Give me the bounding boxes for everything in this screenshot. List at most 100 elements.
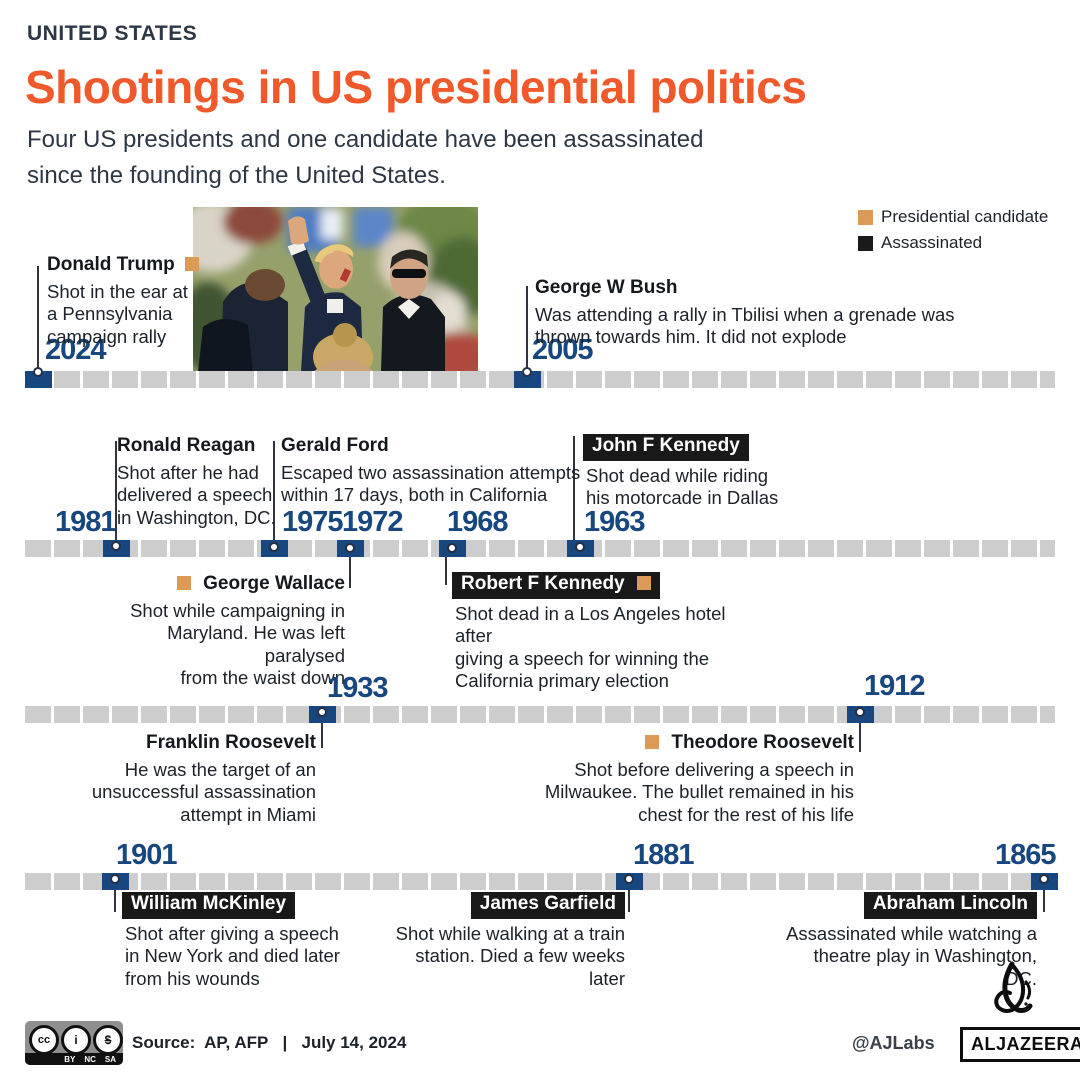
year-1963: 1963 — [584, 506, 646, 538]
event-description: Was attending a rally in Tbilisi when a … — [535, 304, 955, 349]
event-name: Donald Trump — [47, 253, 222, 277]
event-description: Shot dead while riding his motorcade in … — [583, 465, 833, 510]
event-name-text: George Wallace — [203, 573, 345, 594]
desc-line: Shot while campaigning in — [130, 599, 345, 621]
dot-2005 — [522, 367, 532, 377]
event-description: Shot before delivering a speech in Milwa… — [524, 759, 854, 827]
event-name-text: William McKinley — [131, 893, 287, 914]
event-description: Escaped two assassination attempts withi… — [281, 462, 581, 507]
timeline-bar-row3 — [25, 706, 1055, 723]
marker-2005 — [514, 371, 541, 388]
subtitle-line-1: Four US presidents and one candidate hav… — [27, 126, 704, 153]
aljazeera-flame-icon — [982, 960, 1044, 1022]
source-separator: | — [282, 1033, 288, 1052]
year-1975: 1975 — [282, 506, 344, 538]
event-name-box: William McKinley — [122, 892, 296, 919]
event-gerald-ford: Gerald Ford Escaped two assassination at… — [281, 434, 581, 507]
connector-1981 — [115, 441, 117, 540]
connector-1975 — [273, 441, 275, 540]
event-name-text: Donald Trump — [47, 254, 175, 275]
desc-line: from his wounds — [125, 967, 260, 989]
desc-line: in New York and died later — [125, 945, 340, 967]
event-name-text: John F Kennedy — [592, 435, 740, 456]
event-name-text: Robert F Kennedy — [461, 573, 625, 594]
desc-line: chest for the rest of his life — [638, 803, 854, 825]
desc-line: He was the target of an — [124, 758, 316, 780]
event-description: Shot in the ear at a Pennsylvania campai… — [47, 281, 222, 349]
desc-line: from the waist down — [180, 667, 345, 689]
candidate-square-icon — [645, 735, 660, 749]
event-donald-trump: Donald Trump Shot in the ear at a Pennsy… — [47, 253, 222, 348]
candidate-square-icon — [176, 576, 191, 590]
timeline-bar-row4 — [25, 873, 1055, 890]
connector-1968 — [445, 557, 447, 585]
event-john-f-kennedy: John F Kennedy Shot dead while riding hi… — [583, 434, 833, 510]
event-description: Shot after giving a speech in New York a… — [122, 923, 382, 991]
cc-nc-label: NC — [84, 1054, 96, 1064]
event-name: George W Bush — [535, 277, 678, 298]
cc-strip: BY NC SA — [25, 1053, 123, 1065]
subtitle-line-2: since the founding of the United States. — [27, 162, 446, 189]
event-name-box: Robert F Kennedy — [452, 572, 660, 599]
event-name-box: James Garfield — [470, 892, 625, 919]
year-1912: 1912 — [864, 670, 926, 702]
candidate-swatch-icon — [858, 209, 873, 225]
desc-line: Shot dead while riding — [586, 464, 769, 486]
year-1933: 1933 — [327, 672, 389, 704]
desc-line: Shot after giving a speech — [125, 922, 339, 944]
desc-line: Shot while walking at a train — [395, 922, 625, 944]
year-1972: 1972 — [342, 506, 404, 538]
candidate-square-icon — [185, 257, 200, 271]
dot-1972 — [345, 543, 355, 553]
cc-icons: cc i $ ↻ — [29, 1025, 123, 1055]
dot-1912 — [855, 707, 865, 717]
desc-line: his motorcade in Dallas — [586, 487, 779, 509]
desc-line: unsuccessful assassination — [91, 781, 316, 803]
trump-rally-photo-illustration — [173, 197, 498, 382]
event-description: He was the target of an unsuccessful ass… — [26, 759, 316, 827]
dot-1881 — [624, 874, 634, 884]
desc-line: delivered a speech — [117, 484, 273, 506]
desc-line: Maryland. He was left paralysed — [167, 622, 345, 666]
source-line: Source: AP, AFP | July 14, 2024 — [132, 1033, 406, 1053]
year-1881: 1881 — [633, 839, 695, 871]
year-1981: 1981 — [55, 506, 117, 538]
connector-1963 — [573, 436, 575, 540]
connector-1972 — [349, 557, 351, 588]
desc-line: Was attending a rally in Tbilisi when a … — [535, 303, 955, 325]
desc-line: thrown towards him. It did not explode — [535, 326, 847, 348]
dot-1963 — [575, 542, 585, 552]
desc-line: campaign rally — [47, 325, 167, 347]
dot-1933 — [317, 707, 327, 717]
aljazeera-logo: ALJAZEERA — [960, 1027, 1080, 1062]
event-abraham-lincoln: Abraham Lincoln Assassinated while watch… — [777, 892, 1037, 990]
connector-1881 — [628, 890, 630, 912]
trump-rally-photo — [173, 197, 498, 382]
desc-line: a Pennsylvania — [47, 303, 173, 325]
candidate-square-icon — [636, 576, 651, 590]
event-franklin-roosevelt: Franklin Roosevelt He was the target of … — [26, 731, 316, 826]
desc-line: Milwaukee. The bullet remained in his — [544, 781, 854, 803]
cc-sa-label: SA — [104, 1054, 116, 1064]
event-theodore-roosevelt: Theodore Roosevelt Shot before deliverin… — [524, 731, 854, 826]
connector-2005 — [526, 286, 528, 371]
event-name: George Wallace — [85, 572, 345, 596]
desc-line: Assassinated while watching a — [786, 922, 1037, 944]
assassinated-swatch-icon — [858, 235, 873, 251]
year-1968: 1968 — [447, 506, 509, 538]
event-name-text: Theodore Roosevelt — [671, 732, 854, 753]
year-1901: 1901 — [116, 839, 178, 871]
event-name-text: James Garfield — [479, 893, 616, 914]
dot-2024 — [33, 367, 43, 377]
event-name-box: John F Kennedy — [583, 434, 749, 461]
connector-2024 — [37, 266, 39, 371]
year-2005: 2005 — [532, 334, 594, 366]
desc-line: Shot in the ear at — [47, 280, 188, 302]
source-label: Source: — [132, 1033, 196, 1052]
desc-line: station. Died a few weeks later — [415, 945, 625, 989]
event-name: Gerald Ford — [281, 435, 389, 456]
legend-item-assassinated: Assassinated — [858, 233, 1048, 253]
dot-1901 — [110, 874, 120, 884]
event-name: Theodore Roosevelt — [524, 731, 854, 755]
